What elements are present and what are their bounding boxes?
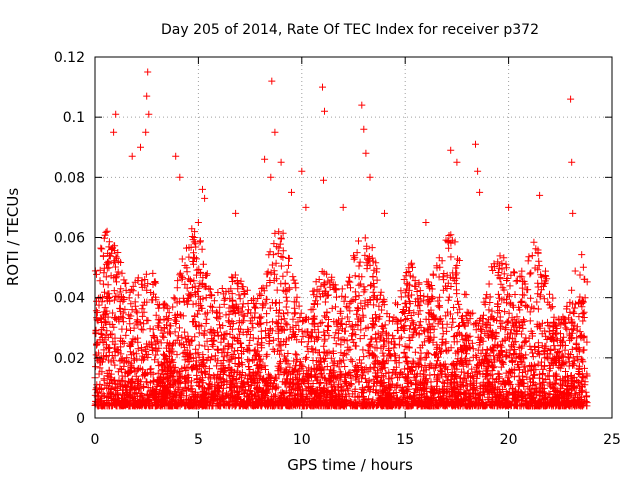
x-tick-label: 25 xyxy=(603,432,621,448)
chart-title: Day 205 of 2014, Rate Of TEC Index for r… xyxy=(161,22,539,38)
y-tick-label: 0.1 xyxy=(63,110,85,126)
y-tick-label: 0.12 xyxy=(54,50,85,66)
y-tick-label: 0.08 xyxy=(54,170,85,186)
roti-point-markers xyxy=(91,68,591,410)
x-tick-label: 20 xyxy=(500,432,518,448)
x-axis-label: GPS time / hours xyxy=(287,456,413,474)
x-tick-label: 10 xyxy=(293,432,311,448)
y-axis-label: ROTI / TECUs xyxy=(4,188,22,286)
y-tick-label: 0.02 xyxy=(54,351,85,367)
y-tick-label: 0.04 xyxy=(54,291,85,307)
axis-ticks: 0 5 10 15 20 25 0 0.02 0.04 0.06 0.08 0.1 0.12 xyxy=(54,50,621,448)
x-tick-label: 0 xyxy=(91,432,100,448)
y-tick-label: 0 xyxy=(76,411,85,427)
x-tick-label: 5 xyxy=(194,432,203,448)
y-tick-label: 0.06 xyxy=(54,231,85,247)
data-points xyxy=(91,68,591,410)
x-tick-label: 15 xyxy=(396,432,414,448)
